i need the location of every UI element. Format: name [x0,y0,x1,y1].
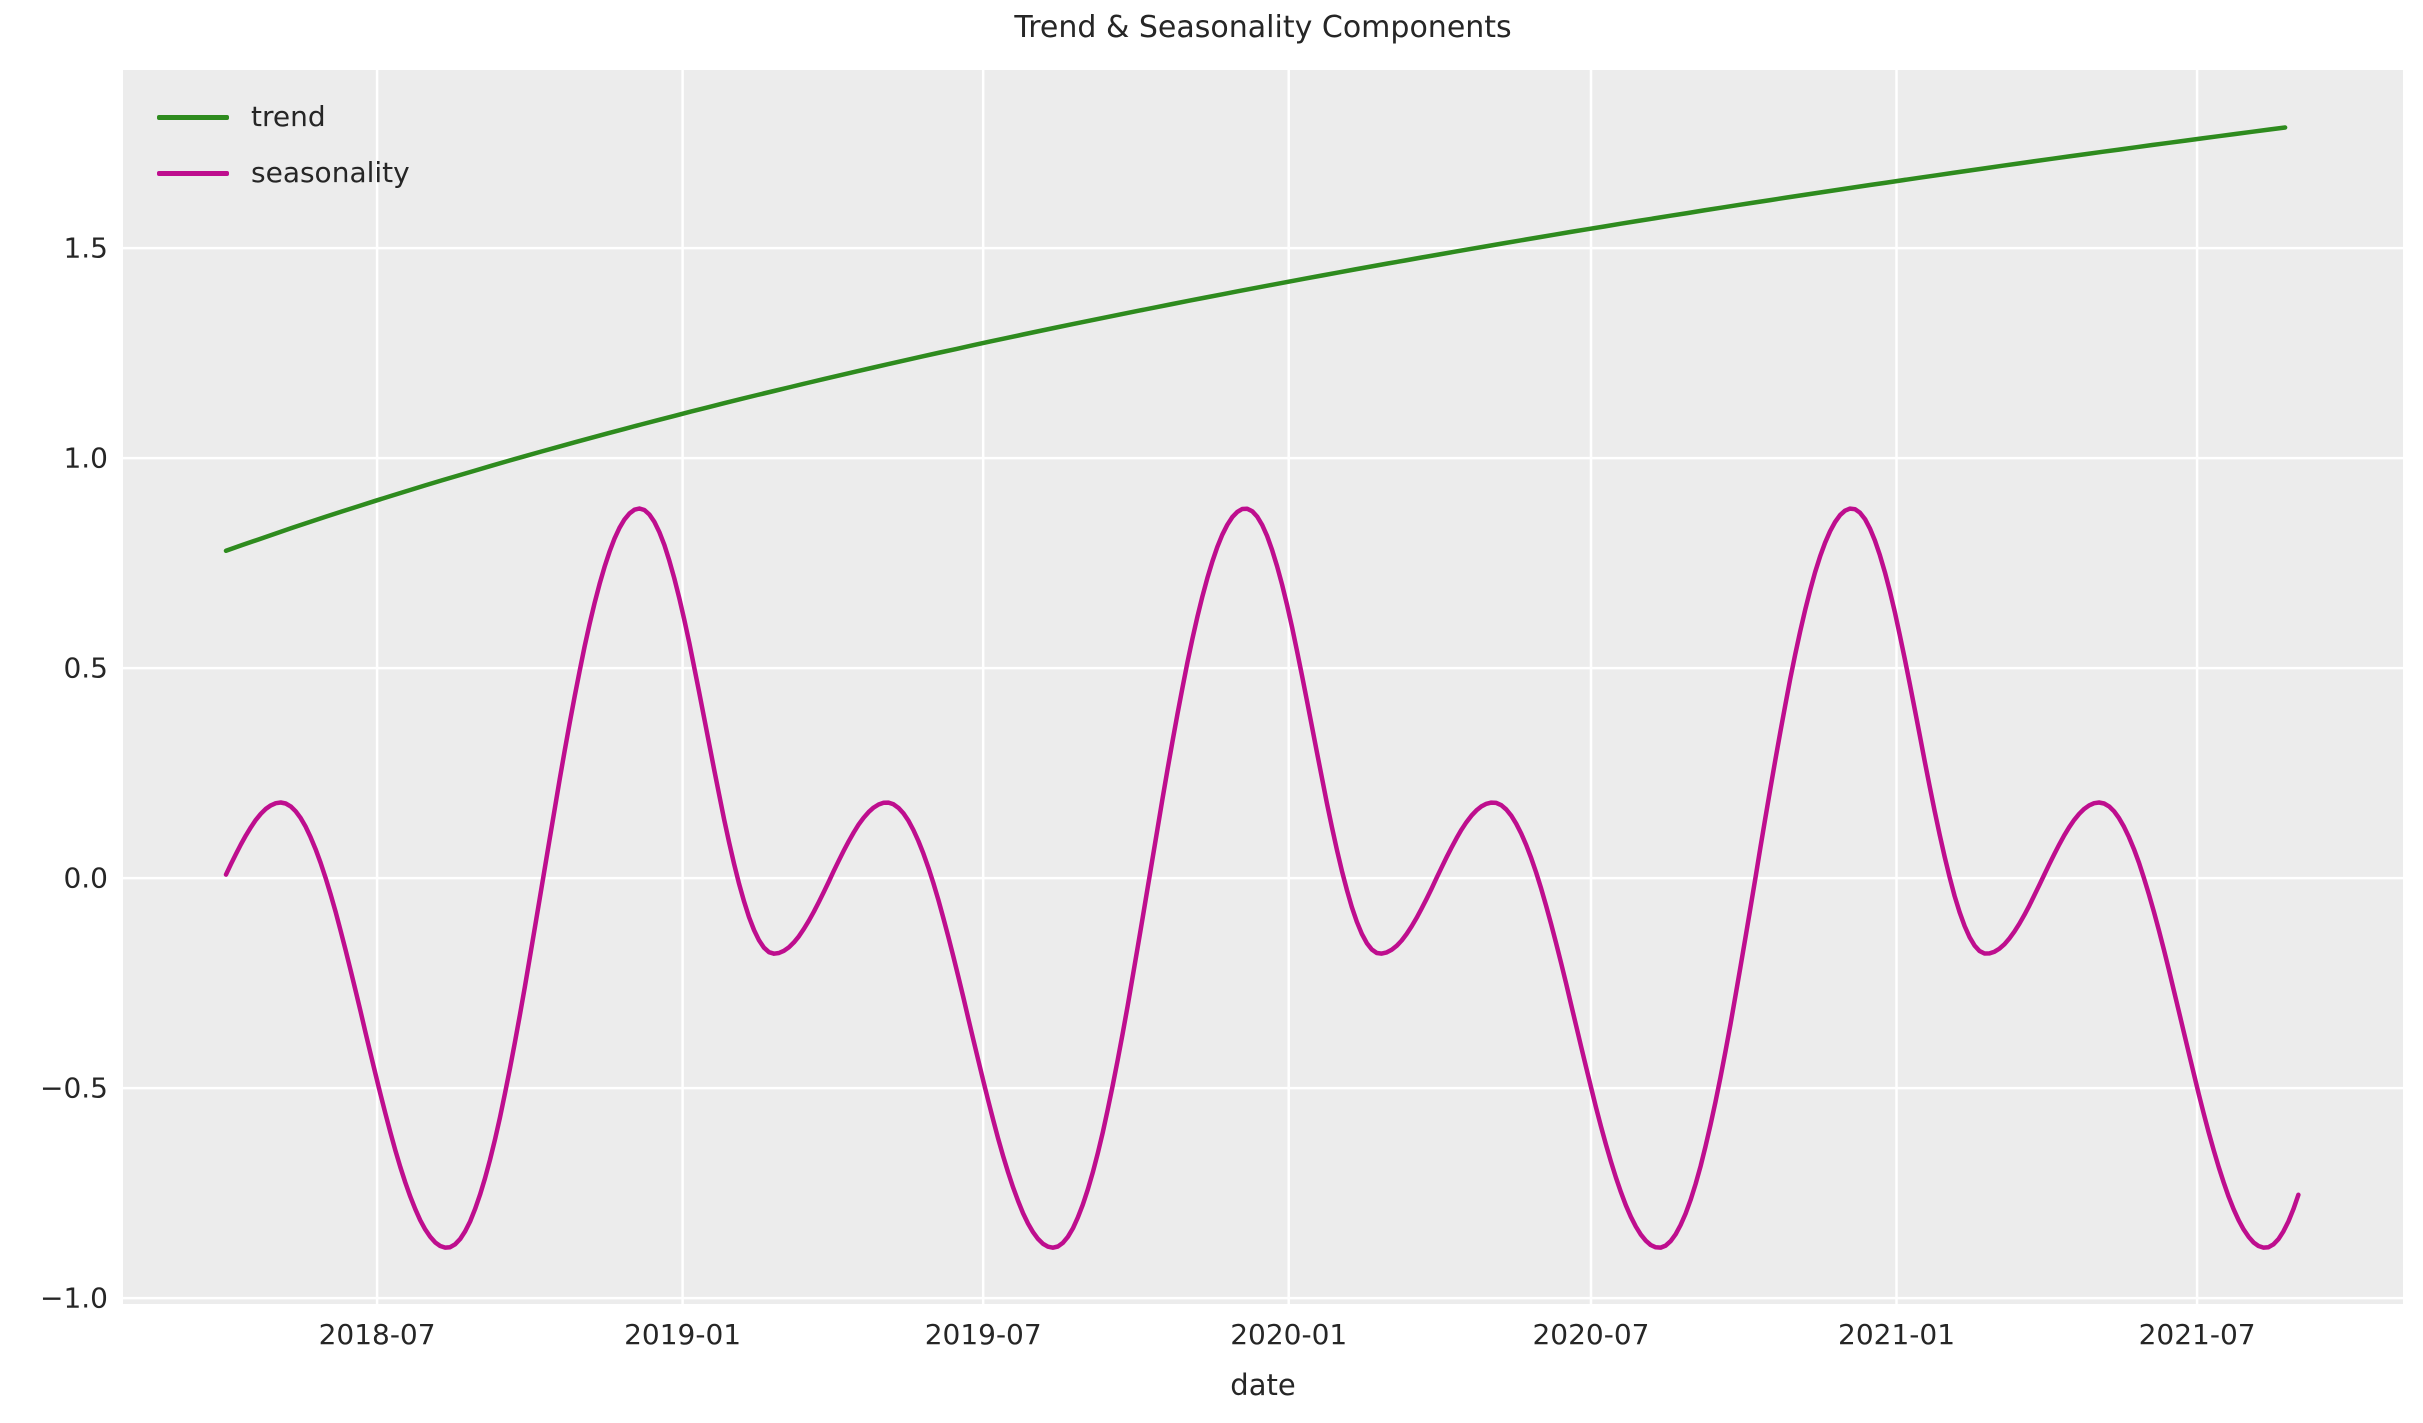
x-tick-label: 2019-01 [624,1318,742,1351]
legend: trend seasonality [157,100,410,190]
legend-label-seasonality: seasonality [251,156,410,189]
x-axis-label: date [1230,1368,1296,1402]
trend-line [223,125,2288,554]
seasonality-line-swatch [157,170,229,176]
legend-item-seasonality: seasonality [157,156,410,190]
y-tick-label: 0.5 [63,651,108,685]
legend-item-trend: trend [157,100,410,134]
y-tick-label: 1.5 [63,231,108,265]
x-tick-label: 2019-07 [924,1318,1042,1351]
x-tick-label: 2021-07 [2138,1318,2256,1351]
legend-label-trend: trend [251,100,326,133]
x-tick-label: 2021-01 [1838,1318,1956,1351]
plot-background [123,70,2403,1304]
y-tick-label: 1.0 [63,441,108,475]
trend-line-swatch [157,114,229,120]
y-tick-label: −1.0 [40,1281,108,1315]
x-tick-label: 2018-07 [318,1318,436,1351]
seasonality-line [223,506,2301,1250]
x-tick-label: 2020-07 [1532,1318,1650,1351]
y-tick-label: 0.0 [63,861,108,895]
y-tick-label: −0.5 [40,1071,108,1105]
chart-title: Trend & Seasonality Components [1014,10,1512,45]
x-tick-label: 2020-01 [1230,1318,1348,1351]
